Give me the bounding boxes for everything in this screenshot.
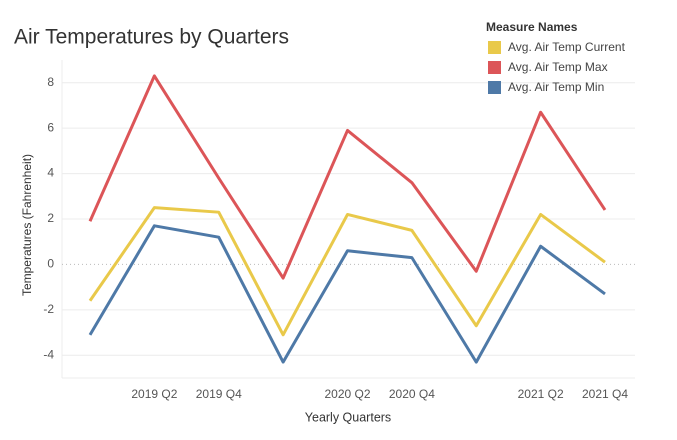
y-tick-label: -4 bbox=[43, 347, 54, 361]
series-line bbox=[88, 74, 607, 280]
y-tick-label: 6 bbox=[47, 120, 54, 134]
x-tick-label: 2019 Q4 bbox=[196, 387, 242, 401]
legend-title: Measure Names bbox=[486, 20, 578, 34]
y-tick-label: 2 bbox=[47, 211, 54, 225]
legend-label: Avg. Air Temp Max bbox=[508, 60, 608, 74]
x-tick-label: 2021 Q4 bbox=[582, 387, 628, 401]
y-axis-title: Temperatures (Fahrenheit) bbox=[20, 154, 34, 296]
x-tick-label: 2020 Q4 bbox=[389, 387, 435, 401]
legend-label: Avg. Air Temp Min bbox=[508, 80, 604, 94]
legend-swatch bbox=[488, 61, 501, 74]
legend-swatch bbox=[488, 41, 501, 54]
series-line bbox=[88, 206, 606, 337]
y-tick-label: 0 bbox=[47, 257, 54, 271]
y-tick-label: 4 bbox=[47, 166, 54, 180]
x-tick-label: 2020 Q2 bbox=[324, 387, 370, 401]
legend-label: Avg. Air Temp Current bbox=[508, 40, 626, 54]
x-tick-label: 2021 Q2 bbox=[518, 387, 564, 401]
x-axis-title: Yearly Quarters bbox=[305, 410, 391, 424]
y-tick-label: 8 bbox=[47, 75, 54, 89]
y-tick-label: -2 bbox=[43, 302, 54, 316]
x-tick-label: 2019 Q2 bbox=[131, 387, 177, 401]
chart-title: Air Temperatures by Quarters bbox=[14, 26, 289, 49]
legend-swatch bbox=[488, 81, 501, 94]
series-line bbox=[88, 224, 606, 364]
